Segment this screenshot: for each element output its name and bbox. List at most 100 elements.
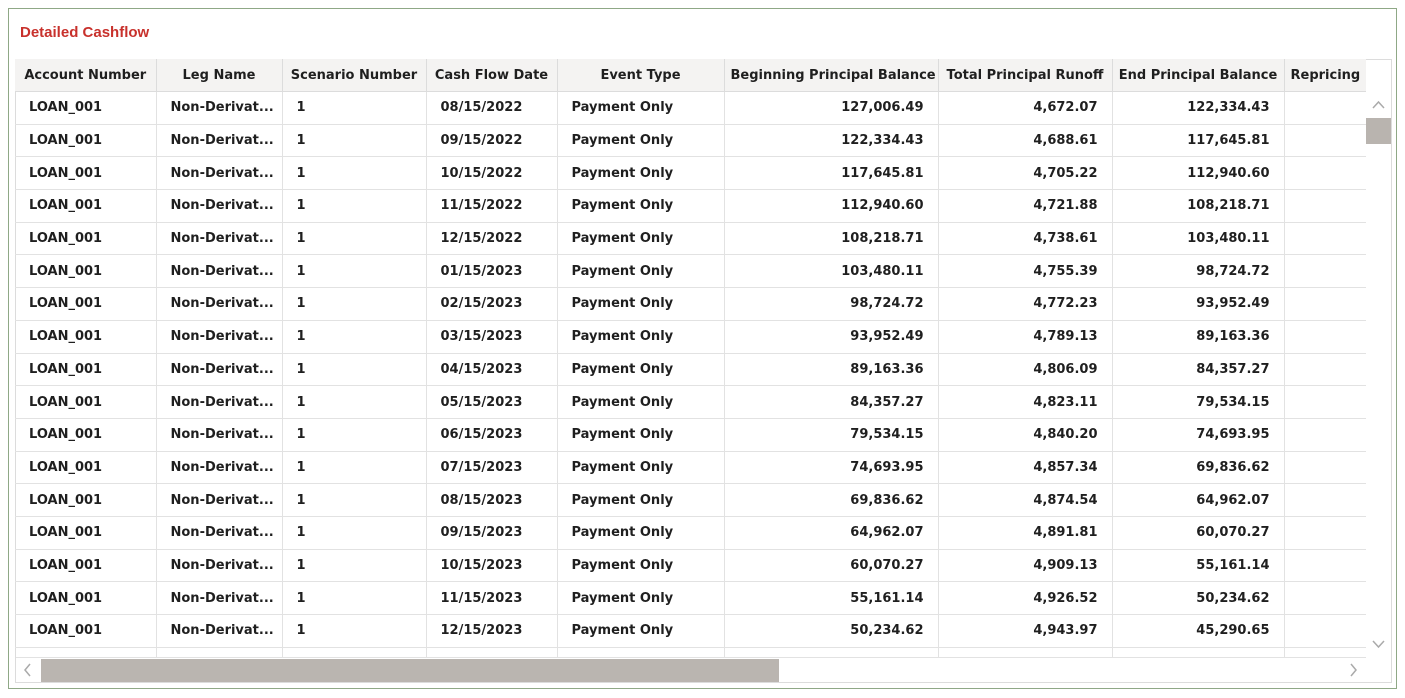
table-cell: LOAN_001 bbox=[15, 320, 157, 354]
table-cell: 4,789.13 bbox=[938, 320, 1113, 354]
table-cell: 4,721.88 bbox=[938, 189, 1113, 223]
table-cell bbox=[426, 647, 558, 657]
table-row-partial bbox=[15, 647, 1366, 657]
table-cell: 84,357.27 bbox=[1112, 353, 1285, 387]
table-cell: Non-Derivat... bbox=[156, 549, 283, 583]
table-cell: Payment Only bbox=[557, 320, 725, 354]
table-cell: 103,480.11 bbox=[724, 254, 939, 289]
table-cell: 4,909.13 bbox=[938, 549, 1113, 583]
scroll-right[interactable] bbox=[1350, 663, 1357, 677]
table-cell: Payment Only bbox=[557, 156, 725, 191]
table-cell: 4,806.09 bbox=[938, 353, 1113, 387]
table-cell: Non-Derivat... bbox=[156, 581, 283, 615]
table-cell: 60,070.27 bbox=[1112, 516, 1285, 550]
table-row: LOAN_001 Non-Derivat... 1 11/15/2023 Payment… bbox=[15, 581, 1366, 615]
table-cell: 08/15/2022 bbox=[426, 91, 558, 125]
table-cell: 89,163.36 bbox=[724, 353, 939, 387]
table-row: LOAN_001 Non-Derivat... 1 11/15/2022 Payment… bbox=[15, 189, 1366, 223]
column-header: Total Principal Runoff bbox=[938, 59, 1113, 92]
table-cell bbox=[1284, 581, 1366, 615]
table-cell: 1 bbox=[282, 320, 427, 354]
column-header: Cash Flow Date bbox=[426, 59, 558, 92]
table-cell: Payment Only bbox=[557, 516, 725, 550]
table-cell: 79,534.15 bbox=[724, 418, 939, 452]
table-cell: LOAN_001 bbox=[15, 451, 157, 485]
table-cell: Non-Derivat... bbox=[156, 483, 283, 517]
table-cell: Non-Derivat... bbox=[156, 254, 283, 289]
column-header: End Principal Balance bbox=[1112, 59, 1285, 92]
table-cell: LOAN_001 bbox=[15, 614, 157, 648]
table-cell: Non-Derivat... bbox=[156, 222, 283, 256]
cashflow-table: Account Number Leg Name Scenario Number Cas… bbox=[15, 59, 1366, 657]
table-cell: 93,952.49 bbox=[724, 320, 939, 354]
scroll-left[interactable] bbox=[24, 663, 31, 677]
horizontal-scrollbar[interactable] bbox=[16, 657, 1366, 683]
table-cell: 117,645.81 bbox=[1112, 124, 1285, 158]
table-cell bbox=[1284, 385, 1366, 419]
table-cell: LOAN_001 bbox=[15, 353, 157, 387]
table-cell: 08/15/2023 bbox=[426, 483, 558, 517]
table-cell: LOAN_001 bbox=[15, 418, 157, 452]
table-cell: 11/15/2022 bbox=[426, 189, 558, 223]
table-cell bbox=[156, 647, 283, 657]
table-cell: Non-Derivat... bbox=[156, 124, 283, 158]
table-cell bbox=[282, 647, 427, 657]
table-cell: Non-Derivat... bbox=[156, 614, 283, 648]
table-cell bbox=[1284, 647, 1366, 657]
table-cell: 50,234.62 bbox=[724, 614, 939, 648]
scroll-thumb[interactable] bbox=[1366, 118, 1391, 144]
table-cell: 79,534.15 bbox=[1112, 385, 1285, 419]
table-cell bbox=[1284, 189, 1366, 223]
table-cell bbox=[1284, 124, 1366, 158]
table-cell: 1 bbox=[282, 254, 427, 289]
table-row: LOAN_001 Non-Derivat... 1 06/15/2023 Payment… bbox=[15, 418, 1366, 452]
table-cell: 50,234.62 bbox=[1112, 581, 1285, 615]
table-cell: 09/15/2022 bbox=[426, 124, 558, 158]
table-cell: 4,840.20 bbox=[938, 418, 1113, 452]
table-row: LOAN_001 Non-Derivat... 1 09/15/2023 Payment… bbox=[15, 516, 1366, 550]
table-cell: 03/15/2023 bbox=[426, 320, 558, 354]
table-cell: 1 bbox=[282, 385, 427, 419]
table-cell bbox=[1284, 156, 1366, 191]
table-cell: 04/15/2023 bbox=[426, 353, 558, 387]
table-cell: 84,357.27 bbox=[724, 385, 939, 419]
table-cell: LOAN_001 bbox=[15, 124, 157, 158]
table-cell: 74,693.95 bbox=[1112, 418, 1285, 452]
table-cell bbox=[1284, 614, 1366, 648]
table-cell: 112,940.60 bbox=[724, 189, 939, 223]
table-cell bbox=[1284, 320, 1366, 354]
table-cell: 1 bbox=[282, 549, 427, 583]
table-cell: 69,836.62 bbox=[1112, 451, 1285, 485]
table-cell: 4,755.39 bbox=[938, 254, 1113, 289]
table-cell: 1 bbox=[282, 91, 427, 125]
table-cell: Non-Derivat... bbox=[156, 91, 283, 125]
table-cell: 55,161.14 bbox=[1112, 549, 1285, 583]
vertical-scrollbar[interactable] bbox=[1366, 92, 1391, 657]
table-cell bbox=[1284, 91, 1366, 125]
column-header: Account Number bbox=[15, 59, 157, 92]
panel-title: Detailed Cashflow bbox=[20, 24, 150, 41]
table-cell: Payment Only bbox=[557, 614, 725, 648]
column-header: Repricing bbox=[1284, 59, 1366, 92]
column-header: Leg Name bbox=[156, 59, 283, 92]
scroll-down[interactable] bbox=[1372, 640, 1385, 649]
table-cell: 12/15/2023 bbox=[426, 614, 558, 648]
table-cell: 93,952.49 bbox=[1112, 287, 1285, 321]
table-cell: 45,290.65 bbox=[1112, 614, 1285, 648]
table-row: LOAN_001 Non-Derivat... 1 09/15/2022 Payment… bbox=[15, 124, 1366, 158]
table-row: LOAN_001 Non-Derivat... 1 12/15/2023 Payment… bbox=[15, 614, 1366, 648]
table-cell: 1 bbox=[282, 614, 427, 648]
table-row: LOAN_001 Non-Derivat... 1 10/15/2022 Payment… bbox=[15, 156, 1366, 191]
table-cell: Non-Derivat... bbox=[156, 418, 283, 452]
table-cell: 4,857.34 bbox=[938, 451, 1113, 485]
table-cell: LOAN_001 bbox=[15, 91, 157, 125]
scroll-thumb[interactable] bbox=[41, 659, 779, 682]
table-cell: 4,874.54 bbox=[938, 483, 1113, 517]
table-cell: Non-Derivat... bbox=[156, 385, 283, 419]
table-row: LOAN_001 Non-Derivat... 1 07/15/2023 Payment… bbox=[15, 451, 1366, 485]
table-cell bbox=[1112, 647, 1285, 657]
table-cell: 10/15/2023 bbox=[426, 549, 558, 583]
scroll-up[interactable] bbox=[1372, 100, 1385, 109]
table-cell: 12/15/2022 bbox=[426, 222, 558, 256]
table-cell: Payment Only bbox=[557, 189, 725, 223]
